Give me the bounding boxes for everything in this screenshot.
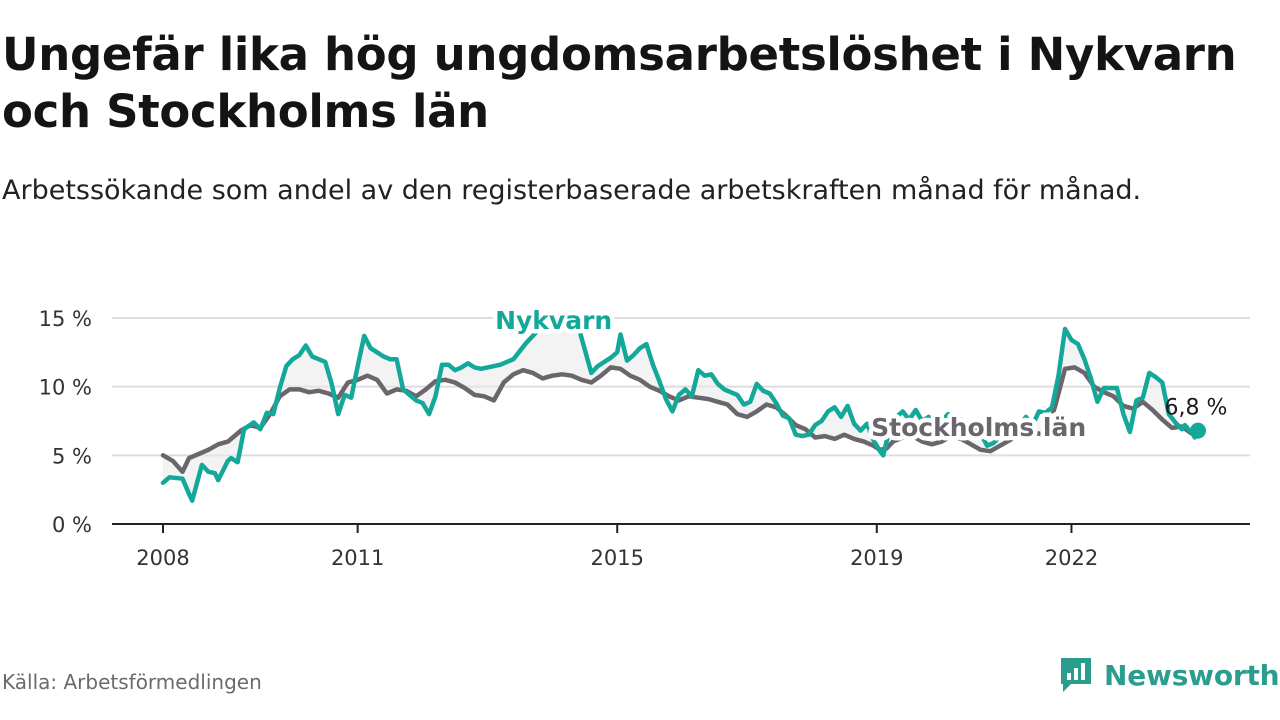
x-tick-label: 2019 [850, 546, 903, 570]
series-line-nykvarn [160, 315, 1201, 503]
y-tick-label: 10 % [39, 376, 92, 400]
series-gap-area [163, 318, 1198, 501]
series-label-stockholm: Stockholms län [871, 413, 1086, 442]
series-line-stockholm [160, 365, 1201, 475]
x-tick-label: 2015 [591, 546, 644, 570]
series-lines [160, 315, 1206, 503]
brand-logo: Newsworthy [1058, 653, 1280, 697]
x-axis: 2008 2011 2015 2019 2022 [112, 523, 1250, 570]
end-value-label: 6,8 % [1165, 396, 1228, 421]
y-tick-label: 0 % [52, 513, 92, 537]
y-axis-labels: 0 % 5 % 10 % 15 % [39, 307, 92, 537]
y-tick-label: 5 % [52, 444, 92, 468]
y-tick-label: 15 % [39, 307, 92, 331]
series-label-nykvarn: Nykvarn [495, 306, 612, 335]
x-tick-label: 2022 [1045, 546, 1098, 570]
brand-name: Newsworthy [1104, 658, 1280, 692]
chart-title: Ungefär lika hög ungdomsarbetslöshet i N… [2, 28, 1237, 138]
series-end-marker-nykvarn [1190, 422, 1206, 439]
x-tick-label: 2011 [331, 546, 384, 570]
gap-fill [163, 318, 1198, 501]
series-label-halo: Stockholms län [871, 413, 1086, 442]
chart-subtitle: Arbetssökande som andel av den registerb… [2, 175, 1142, 206]
newsworthy-logo-icon [1061, 658, 1091, 692]
x-tick-label: 2008 [136, 546, 189, 570]
source-note: Källa: Arbetsförmedlingen [2, 670, 262, 694]
series-label-halo: Nykvarn [495, 306, 612, 335]
